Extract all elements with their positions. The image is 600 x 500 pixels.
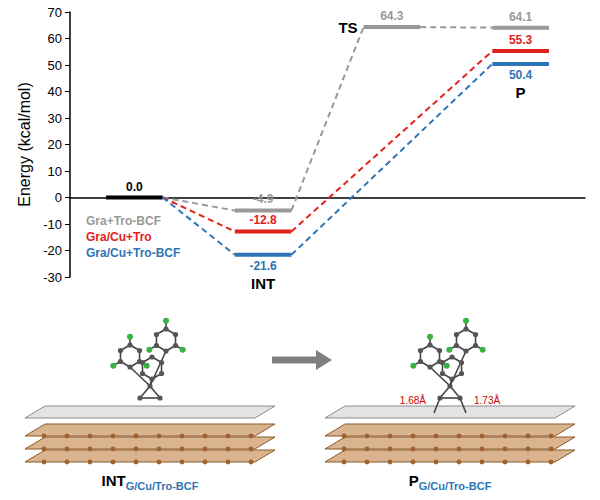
svg-text:64.3: 64.3 bbox=[380, 9, 404, 23]
svg-text:-12.8: -12.8 bbox=[249, 213, 277, 227]
svg-text:Gra+Tro-BCF: Gra+Tro-BCF bbox=[86, 214, 161, 228]
svg-text:0: 0 bbox=[55, 190, 62, 205]
svg-text:64.1: 64.1 bbox=[509, 10, 533, 24]
svg-text:1.73Å: 1.73Å bbox=[474, 394, 500, 406]
svg-text:Gra/Cu+Tro-BCF: Gra/Cu+Tro-BCF bbox=[86, 246, 180, 260]
svg-text:-20: -20 bbox=[43, 243, 62, 258]
svg-text:Energy (kcal/mol): Energy (kcal/mol) bbox=[16, 82, 33, 206]
svg-text:60: 60 bbox=[48, 31, 62, 46]
svg-text:50.4: 50.4 bbox=[509, 68, 533, 82]
svg-text:-21.6: -21.6 bbox=[249, 259, 277, 273]
svg-text:30: 30 bbox=[48, 111, 62, 126]
svg-text:0.0: 0.0 bbox=[126, 180, 143, 194]
svg-text:INTG/Cu/Tro-BCF: INTG/Cu/Tro-BCF bbox=[102, 472, 199, 492]
svg-text:10: 10 bbox=[48, 164, 62, 179]
svg-text:20: 20 bbox=[48, 137, 62, 152]
svg-text:-10: -10 bbox=[43, 217, 62, 232]
svg-text:Gra/Cu+Tro: Gra/Cu+Tro bbox=[86, 230, 152, 244]
svg-text:70: 70 bbox=[48, 5, 62, 20]
svg-text:-30: -30 bbox=[43, 270, 62, 285]
svg-text:40: 40 bbox=[48, 84, 62, 99]
svg-text:50: 50 bbox=[48, 58, 62, 73]
svg-text:INT: INT bbox=[251, 275, 275, 292]
svg-text:PG/Cu/Tro-BCF: PG/Cu/Tro-BCF bbox=[409, 472, 492, 492]
svg-text:-4.9: -4.9 bbox=[253, 192, 274, 206]
svg-text:TS: TS bbox=[338, 19, 357, 36]
svg-text:1.68Å: 1.68Å bbox=[400, 394, 426, 406]
svg-text:P: P bbox=[516, 84, 526, 101]
svg-text:55.3: 55.3 bbox=[509, 33, 533, 47]
